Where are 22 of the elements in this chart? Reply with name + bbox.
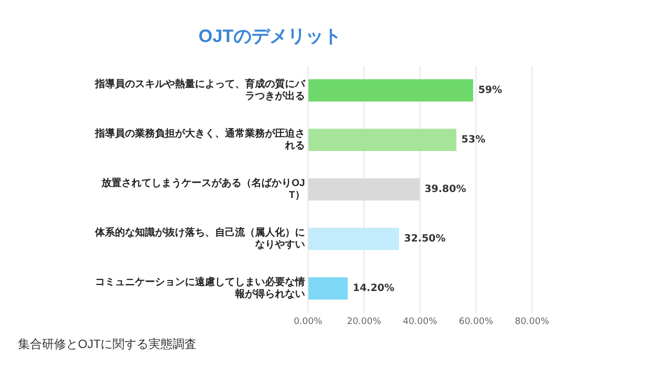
bar	[308, 277, 348, 300]
text: 集合研修とOJTに関する実態調査	[18, 336, 198, 353]
y-tick-label: コミュニケーションに遠慮してしまい必要な情報が得られない	[95, 276, 305, 300]
data-label: 53%	[461, 134, 486, 146]
x-tick-label: 20.00%	[346, 316, 382, 327]
y-tick-label: 指導員のスキルや熱量によって、育成の質にバラつきが出る	[94, 78, 306, 102]
x-tick-label: 60.00%	[458, 316, 494, 327]
chart-title: OJTのデメリット	[198, 26, 342, 46]
x-tick-label: 80.00%	[514, 316, 550, 327]
y-tick-label: 指導員の業務負担が大きく、通常業務が圧迫される	[94, 128, 305, 152]
data-label: 59%	[478, 84, 502, 96]
data-label: 14.20%	[352, 283, 394, 294]
y-tick-label: 体系的な知識が抜け落ち、自己流（属人化）になりやすい	[94, 226, 305, 251]
y-tick-label: 放置されてしまうケースがある（名ばかりOJT）	[100, 177, 305, 202]
data-label: 39.80%	[424, 184, 466, 195]
bar	[308, 178, 420, 201]
bar	[308, 228, 399, 250]
x-tick-label: 40.00%	[402, 316, 438, 327]
x-tick-label: 0.00%	[294, 316, 323, 327]
bar	[308, 128, 456, 152]
bar	[308, 79, 474, 102]
data-label: 32.50%	[404, 234, 446, 245]
